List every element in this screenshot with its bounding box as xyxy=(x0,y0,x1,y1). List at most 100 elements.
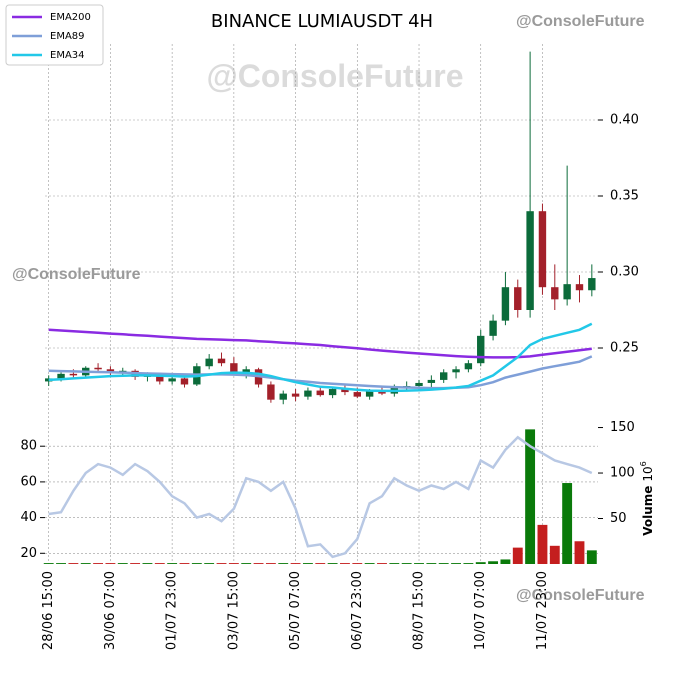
candle-body xyxy=(427,379,436,383)
volume-bar xyxy=(401,563,412,564)
volume-bar xyxy=(228,563,239,564)
y2-tick-label: 150 xyxy=(610,420,635,435)
volume-bar xyxy=(549,545,560,564)
volume-bar xyxy=(43,563,54,564)
candle-body xyxy=(180,378,189,385)
candle-body xyxy=(514,287,522,310)
volume-bar xyxy=(364,563,375,564)
volume-bar xyxy=(586,550,597,564)
candle-body xyxy=(57,373,65,379)
volume-bar xyxy=(56,563,66,564)
candle-body xyxy=(242,369,250,373)
volume-bar xyxy=(302,563,313,564)
candle-body xyxy=(217,358,226,364)
x-tick-label: 05/07 07:00 xyxy=(288,571,303,650)
volume-bar xyxy=(537,524,548,564)
y-tick-label: 80 xyxy=(20,439,37,454)
volume-bar xyxy=(154,563,165,564)
candle-body xyxy=(365,390,374,397)
candle-body xyxy=(501,287,510,321)
candle-body xyxy=(291,393,300,397)
volume-bar xyxy=(315,563,326,564)
rsi-line xyxy=(48,435,593,559)
watermark: @ConsoleFuture xyxy=(207,58,464,94)
volume-bar xyxy=(241,563,252,564)
y2-axis-label: Volume 106 xyxy=(639,461,655,536)
volume-bar xyxy=(80,563,91,564)
volume-bar xyxy=(68,563,79,564)
volume-bar xyxy=(278,563,289,564)
y2-label-exp: 6 xyxy=(639,461,648,466)
volume-bar xyxy=(191,563,202,564)
volume-bar xyxy=(105,563,116,564)
candle-body xyxy=(106,369,115,373)
volume-bar xyxy=(377,563,387,564)
candle-body xyxy=(353,392,361,397)
volume-bar xyxy=(216,563,227,564)
volume-bar xyxy=(142,563,153,564)
volume-bar xyxy=(463,563,474,564)
legend-label: EMA89 xyxy=(50,31,85,42)
candle-body xyxy=(489,320,497,336)
x-tick-label: 06/07 23:00 xyxy=(350,571,365,650)
candle-body xyxy=(526,211,534,310)
candle-body xyxy=(452,369,460,373)
x-tick-label: 10/07 07:00 xyxy=(473,571,488,650)
candle-body xyxy=(156,375,164,382)
legend-label: EMA200 xyxy=(50,12,91,23)
watermark: @ConsoleFuture xyxy=(516,587,645,604)
volume-bar xyxy=(426,563,437,564)
x-tick-label: 11/07 23:00 xyxy=(535,571,550,650)
volume-bar xyxy=(179,563,190,564)
candle-body xyxy=(551,287,559,300)
volume-bar xyxy=(265,563,276,564)
candle-body xyxy=(464,363,473,370)
candle-body xyxy=(477,335,485,364)
volume-bar xyxy=(525,429,536,564)
ema-line xyxy=(48,355,593,390)
chart-title: BINANCE LUMIAUSDT 4H xyxy=(211,11,433,32)
candle-body xyxy=(328,389,337,396)
volume-bar xyxy=(327,563,338,564)
volume-bar xyxy=(414,563,424,564)
legend-box xyxy=(5,4,104,66)
y-tick-label: 0.40 xyxy=(610,113,639,128)
candle-body xyxy=(316,390,324,396)
ema-line xyxy=(48,322,593,393)
legend-label: EMA34 xyxy=(50,50,85,61)
volume-bar xyxy=(475,562,486,564)
watermark: @ConsoleFuture xyxy=(12,266,141,283)
y2-label-text: Volume xyxy=(641,486,655,536)
candle-body xyxy=(588,278,596,291)
candle-body xyxy=(279,393,287,400)
y-tick-label: 0.30 xyxy=(610,265,639,280)
candle-body xyxy=(341,389,349,393)
volume-bar xyxy=(130,563,141,564)
candle-body xyxy=(267,384,275,400)
x-tick-label: 03/07 15:00 xyxy=(226,571,241,650)
candle-body xyxy=(94,367,102,370)
volume-bar xyxy=(451,563,461,564)
y2-tick-label: 50 xyxy=(610,511,627,526)
x-tick-label: 28/06 15:00 xyxy=(41,571,56,650)
volume-bar xyxy=(562,483,573,564)
y-tick-label: 0.35 xyxy=(610,189,639,204)
x-tick-label: 08/07 15:00 xyxy=(412,571,427,650)
volume-bar xyxy=(500,559,511,564)
x-tick-label: 30/06 07:00 xyxy=(103,571,118,650)
candle-body xyxy=(168,378,176,382)
volume-bar xyxy=(167,563,178,564)
ema-line xyxy=(48,328,592,359)
volume-bar xyxy=(290,563,301,564)
volume-bar xyxy=(204,563,215,564)
volume-bar xyxy=(253,563,264,564)
y-tick-label: 40 xyxy=(20,510,37,525)
candle-body xyxy=(563,284,571,300)
volume-bar xyxy=(93,563,104,564)
y2-tick-label: 100 xyxy=(610,466,635,481)
volume-bar xyxy=(574,541,585,564)
candle-body xyxy=(304,390,312,397)
candle-body xyxy=(415,382,423,386)
volume-bar xyxy=(512,547,523,564)
